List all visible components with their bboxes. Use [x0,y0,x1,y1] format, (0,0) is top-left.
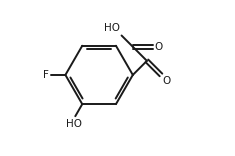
Text: F: F [43,70,49,80]
Text: HO: HO [66,119,82,129]
Text: HO: HO [104,23,120,33]
Text: O: O [163,76,171,86]
Text: O: O [155,42,163,52]
